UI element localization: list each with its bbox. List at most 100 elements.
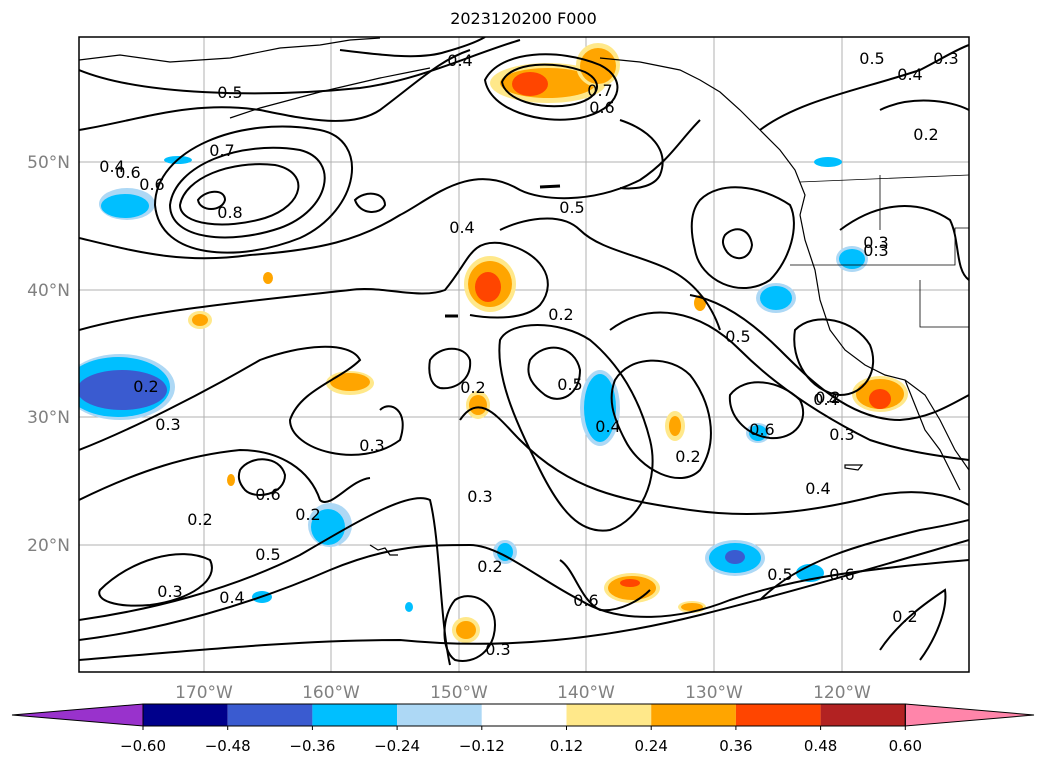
contour-label: 0.6	[255, 485, 280, 504]
contour-line	[759, 519, 969, 601]
contour-lines	[79, 37, 969, 666]
contour-label: 0.6	[829, 565, 854, 584]
contour-line	[353, 192, 387, 213]
contour-line	[79, 49, 471, 131]
contour-label: 0.6	[115, 163, 140, 182]
contour-label: 0.3	[863, 233, 888, 252]
colorbar-tick-label: 0.60	[889, 737, 922, 755]
contour-label: 0.3	[157, 582, 182, 601]
contour-line	[79, 543, 969, 641]
contour-line	[527, 346, 582, 400]
contour-line	[79, 539, 969, 661]
contour-label: 0.5	[557, 375, 582, 394]
colorbar-tick-label: 0.48	[804, 737, 837, 755]
colorbar-segment	[735, 704, 821, 726]
contour-label: 0.2	[815, 388, 840, 407]
contour-label: 0.4	[449, 218, 474, 237]
contour-line	[79, 119, 701, 260]
cold-anomaly	[814, 157, 842, 167]
cold-anomaly	[584, 374, 616, 442]
contour-label: 0.2	[477, 557, 502, 576]
contour-line	[500, 63, 598, 108]
colorbar-tick-label: 0.24	[634, 737, 667, 755]
colorbar-segment	[651, 704, 736, 726]
contour-label: 0.5	[559, 198, 584, 217]
colorbar-segment	[481, 704, 567, 726]
contour-label: 0.5	[725, 327, 750, 346]
contour-label: 0.6	[573, 591, 598, 610]
contour-label: 0.5	[217, 83, 242, 102]
contour-label: 0.3	[829, 425, 854, 444]
contour-line	[721, 228, 754, 260]
contour-label: 0.7	[209, 141, 234, 160]
contour-label: 0.2	[187, 510, 212, 529]
contour-line	[459, 406, 969, 516]
warm-anomaly	[192, 314, 208, 326]
lat-label: 30°N	[27, 408, 70, 428]
contour-label: 0.6	[589, 98, 614, 117]
map-title: 2023120200 F000	[450, 9, 597, 28]
coastline	[79, 37, 381, 63]
lat-label: 20°N	[27, 536, 70, 556]
contour-line	[879, 99, 969, 111]
colorbar: −0.60 −0.48 −0.36 −0.24 −0.12 0.12 0.24 0.36 0.4…	[11, 703, 1035, 755]
colorbar-segment	[143, 704, 228, 726]
contour-line	[499, 217, 721, 331]
baja-california	[904, 379, 961, 491]
contour-line	[237, 458, 287, 496]
cold-anomaly	[497, 543, 513, 561]
contour-label: 0.6	[139, 175, 164, 194]
colorbar-segment	[566, 704, 652, 726]
contour-line	[483, 53, 619, 121]
contour-line	[79, 345, 404, 456]
contour-label: 0.5	[767, 565, 792, 584]
contour-line	[443, 595, 497, 662]
contour-line	[168, 146, 326, 239]
contour-labels: 0.50.40.70.60.40.60.70.80.50.40.30.20.30…	[99, 49, 958, 659]
colorbar-tick-label: −0.48	[205, 737, 251, 755]
colorbar-extend-max	[904, 703, 1035, 727]
contour-label: 0.4	[897, 65, 922, 84]
contour-label: 0.4	[805, 479, 830, 498]
lon-label: 140°W	[557, 683, 615, 703]
island	[539, 184, 561, 189]
contour-label: 0.4	[813, 390, 838, 409]
colorbar-segment	[227, 704, 313, 726]
contour-label: 0.3	[155, 415, 180, 434]
contour-label: 0.3	[359, 436, 384, 455]
coastline	[799, 214, 969, 471]
border	[799, 174, 969, 183]
warm-anomaly-core	[869, 389, 891, 409]
contour-line	[689, 294, 969, 422]
warm-anomaly	[681, 603, 703, 611]
contour-label: 0.3	[933, 49, 958, 68]
warm-anomaly	[580, 48, 616, 84]
longitude-labels: 170°W 160°W 150°W 140°W 130°W 120°W	[175, 683, 871, 703]
contour-label: 0.2	[892, 607, 917, 626]
lon-label: 170°W	[175, 683, 233, 703]
contour-line	[339, 37, 486, 58]
contour-line	[428, 347, 472, 390]
lon-label: 160°W	[302, 683, 360, 703]
colorbar-segment	[312, 704, 398, 726]
colorbar-tick-label: 0.12	[550, 737, 583, 755]
warm-anomaly	[669, 416, 681, 436]
shaded-field	[79, 43, 908, 643]
colorbar-tick-label: −0.36	[289, 737, 335, 755]
warm-anomaly	[263, 272, 273, 284]
contour-line	[79, 241, 549, 331]
warm-anomaly-core	[620, 579, 640, 587]
contour-line	[178, 163, 300, 226]
colorbar-tick-label: −0.60	[120, 737, 166, 755]
colorbar-tick-label: 0.36	[719, 737, 752, 755]
island	[844, 464, 864, 471]
warm-anomaly	[608, 576, 656, 600]
warm-anomaly	[456, 621, 476, 639]
contour-line	[79, 497, 451, 666]
contour-label: 0.4	[447, 51, 472, 70]
contour-label: 0.3	[485, 640, 510, 659]
lon-label: 120°W	[813, 683, 871, 703]
colorbar-segment	[397, 704, 482, 726]
lon-label: 130°W	[685, 683, 743, 703]
